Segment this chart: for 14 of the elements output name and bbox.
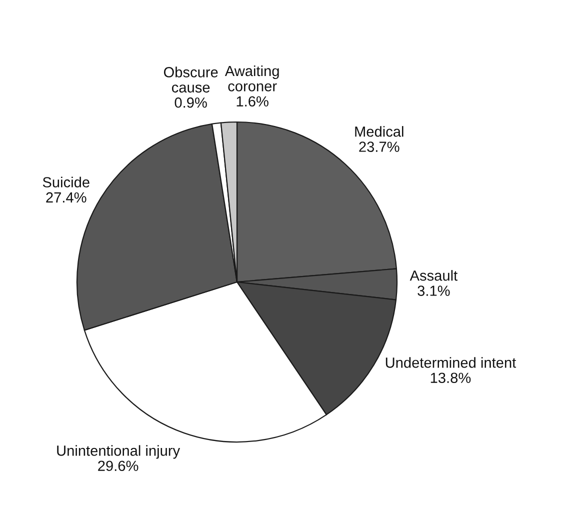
data-label: 3.1%	[418, 286, 450, 296]
slice-label: Suicide	[42, 176, 90, 188]
slice-label: Obscure cause	[164, 66, 218, 93]
data-label: 1.6%	[236, 96, 268, 107]
slice-label: Undetermined intent	[386, 357, 516, 368]
slice-label: Unintentional injury	[57, 445, 180, 459]
slice-label: Assault	[410, 270, 458, 281]
data-label: 29.6%	[98, 460, 138, 472]
data-label: 27.4%	[46, 192, 86, 203]
slice-label: Medical	[355, 126, 404, 137]
data-label: 23.7%	[359, 142, 400, 152]
data-label: 13.8%	[430, 372, 471, 384]
slice-label: Awaiting coroner	[224, 65, 279, 92]
data-label: 0.9%	[174, 97, 207, 108]
